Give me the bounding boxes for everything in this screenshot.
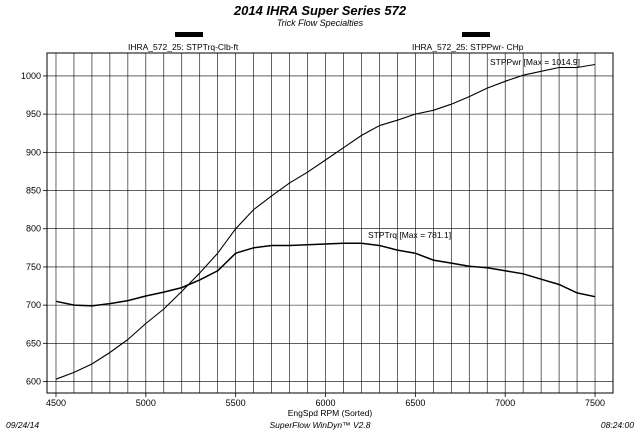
x-axis: 4500 5000 5500 6000 6500 7000 7500 xyxy=(46,393,605,408)
series-label-stppwr: STPPwr [Max = 1014.9] xyxy=(490,57,580,67)
series-label-stptrq: STPTrq [Max = 781.1] xyxy=(368,230,451,240)
y-tick-label: 900 xyxy=(26,147,41,157)
x-tick-label: 4500 xyxy=(46,398,66,408)
y-tick-label: 950 xyxy=(26,109,41,119)
right-axis-marker xyxy=(462,32,490,37)
x-tick-label: 5000 xyxy=(136,398,156,408)
y-tick-label: 700 xyxy=(26,300,41,310)
x-tick-label: 6500 xyxy=(405,398,425,408)
grid xyxy=(47,53,613,393)
y-tick-label: 850 xyxy=(26,186,41,196)
series-line-stptrq xyxy=(55,242,596,307)
x-tick-label: 7500 xyxy=(585,398,605,408)
x-tick-label: 7000 xyxy=(495,398,515,408)
y-axis: 600 650 700 750 800 850 900 950 1000 xyxy=(21,71,47,387)
series-line-stppwr xyxy=(55,63,596,380)
x-tick-label: 5500 xyxy=(226,398,246,408)
footer-date: 09/24/14 xyxy=(6,420,39,430)
x-axis-label: EngSpd RPM (Sorted) xyxy=(288,408,373,418)
x-tick-label: 6000 xyxy=(315,398,335,408)
footer-time: 08:24:00 xyxy=(601,420,634,430)
y-tick-label: 600 xyxy=(26,377,41,387)
right-axis-header: IHRA_572_25: STPPwr- CHp xyxy=(412,42,524,52)
y-tick-label: 1000 xyxy=(21,71,41,81)
chart-title: 2014 IHRA Super Series 572 xyxy=(233,3,407,18)
left-axis-header: IHRA_572_25: STPTrq-Clb-ft xyxy=(128,42,239,52)
y-tick-label: 800 xyxy=(26,224,41,234)
footer-software: SuperFlow WinDyn™ V2.8 xyxy=(269,420,370,430)
y-tick-label: 650 xyxy=(26,338,41,348)
y-tick-label: 750 xyxy=(26,262,41,272)
plot-frame xyxy=(46,52,614,394)
chart-subtitle: Trick Flow Specialties xyxy=(277,18,364,28)
left-axis-marker xyxy=(175,32,203,37)
